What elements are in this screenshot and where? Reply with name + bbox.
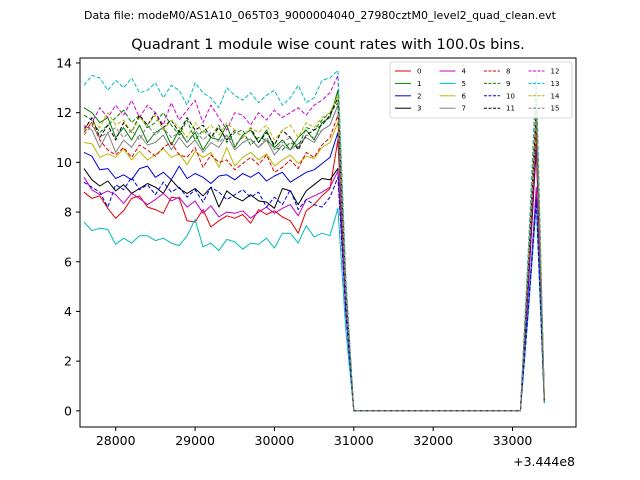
series-line-1 bbox=[83, 89, 545, 412]
plot-frame bbox=[79, 57, 577, 428]
series-line-0 bbox=[83, 139, 545, 412]
y-tick-label: 14 bbox=[56, 55, 72, 70]
legend-label-2: 2 bbox=[417, 92, 421, 100]
legend-label-14: 14 bbox=[551, 92, 560, 100]
y-tick-label: 12 bbox=[56, 105, 72, 120]
legend-label-0: 0 bbox=[417, 68, 421, 76]
y-tick-label: 10 bbox=[56, 155, 72, 170]
legend-label-11: 11 bbox=[506, 105, 515, 113]
chart-suptitle: Data file: modeM0/AS1A10_065T03_90000040… bbox=[84, 9, 557, 22]
series-line-7 bbox=[83, 104, 545, 412]
series-line-13 bbox=[83, 69, 545, 412]
y-tick-label: 4 bbox=[64, 304, 72, 319]
y-tick-label: 2 bbox=[64, 354, 72, 369]
legend-label-5: 5 bbox=[462, 80, 466, 88]
x-tick-label: 32000 bbox=[413, 433, 453, 448]
x-tick-label: 31000 bbox=[334, 433, 374, 448]
series-line-12 bbox=[83, 74, 545, 412]
y-tick-label: 8 bbox=[64, 205, 72, 220]
legend-label-6: 6 bbox=[462, 92, 467, 100]
y-axis: 0 2 4 6 8 10 12 14 bbox=[56, 55, 80, 418]
series-line-6 bbox=[83, 122, 545, 412]
legend-label-10: 10 bbox=[506, 92, 515, 100]
series-line-4 bbox=[83, 170, 545, 412]
x-tick-label: 28000 bbox=[96, 433, 136, 448]
series-lines bbox=[83, 69, 545, 412]
y-tick-label: 0 bbox=[64, 403, 72, 418]
chart-title: Quadrant 1 module wise count rates with … bbox=[131, 37, 525, 53]
legend-label-15: 15 bbox=[551, 105, 560, 113]
series-line-2 bbox=[83, 132, 545, 412]
y-tick-label: 6 bbox=[64, 254, 72, 269]
x-tick-label: 33000 bbox=[493, 433, 533, 448]
series-line-11 bbox=[83, 97, 545, 412]
legend-box bbox=[389, 61, 573, 119]
legend-label-9: 9 bbox=[506, 80, 510, 88]
x-axis-offset-text: +3.444e8 bbox=[513, 454, 575, 469]
legend-label-1: 1 bbox=[417, 80, 421, 88]
x-axis: 28000 29000 30000 31000 32000 33000 bbox=[96, 427, 533, 448]
series-line-5 bbox=[83, 204, 545, 412]
legend-label-13: 13 bbox=[551, 80, 560, 88]
series-line-10 bbox=[83, 176, 545, 412]
series-line-8 bbox=[83, 114, 545, 412]
series-line-9 bbox=[83, 102, 545, 412]
legend-label-7: 7 bbox=[462, 105, 466, 113]
series-line-15 bbox=[83, 104, 545, 412]
x-tick-label: 29000 bbox=[175, 433, 215, 448]
x-tick-label: 30000 bbox=[255, 433, 295, 448]
legend-label-12: 12 bbox=[551, 68, 560, 76]
legend-label-4: 4 bbox=[462, 68, 467, 76]
legend-label-8: 8 bbox=[506, 68, 510, 76]
legend-label-3: 3 bbox=[417, 105, 421, 113]
